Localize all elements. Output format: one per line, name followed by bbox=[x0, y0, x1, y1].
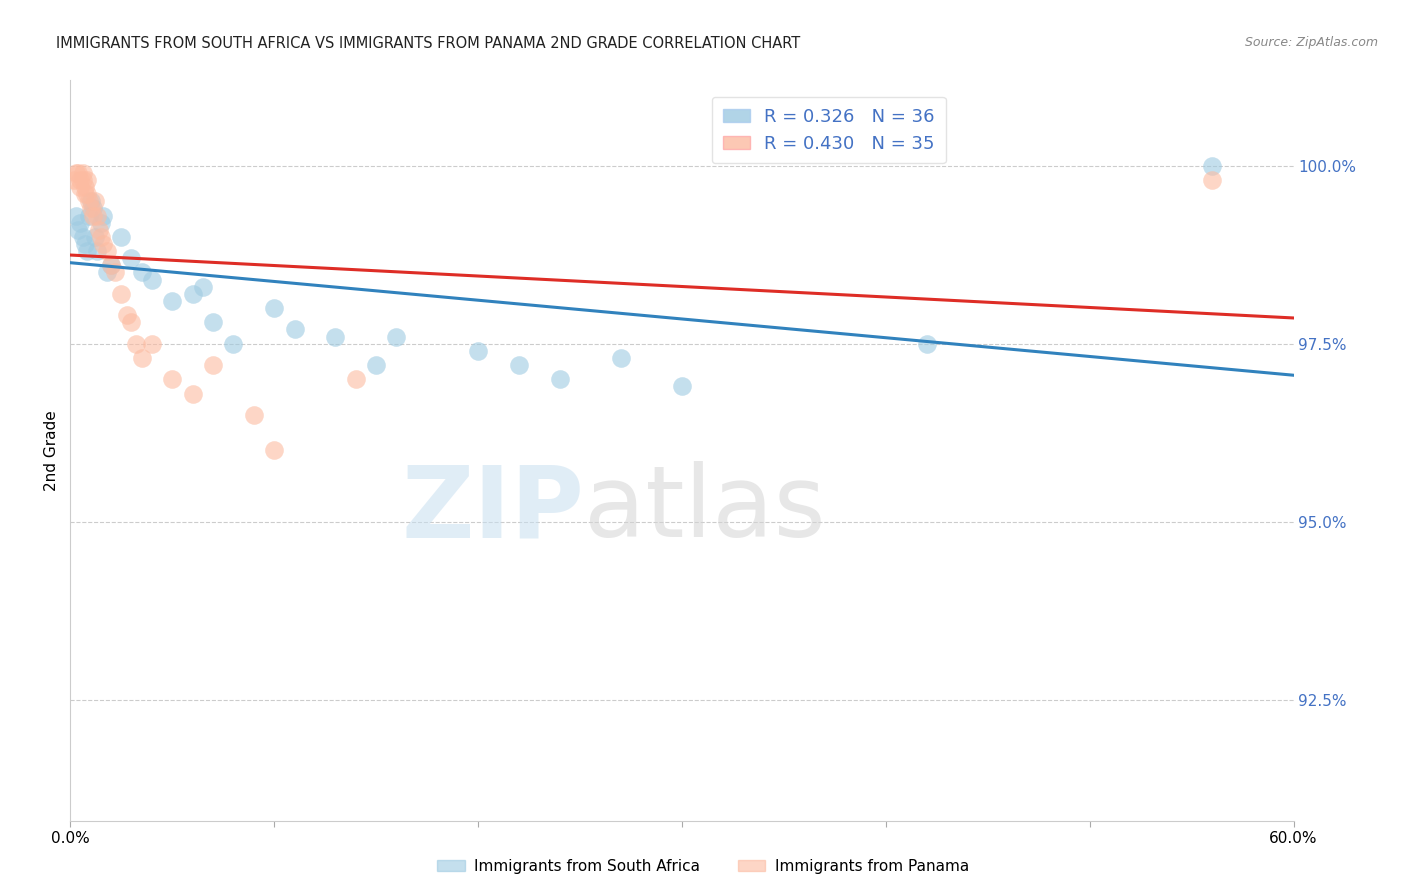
Point bbox=[67, 223, 90, 237]
Point bbox=[76, 244, 98, 259]
Point bbox=[284, 322, 307, 336]
Point bbox=[915, 336, 938, 351]
Point bbox=[110, 286, 132, 301]
Point bbox=[100, 258, 122, 272]
Point bbox=[69, 173, 91, 187]
Point bbox=[222, 336, 245, 351]
Point bbox=[385, 329, 408, 343]
Legend: Immigrants from South Africa, Immigrants from Panama: Immigrants from South Africa, Immigrants… bbox=[432, 853, 974, 880]
Point bbox=[117, 308, 139, 322]
Point bbox=[548, 372, 571, 386]
Point bbox=[72, 166, 94, 180]
Point bbox=[141, 272, 163, 286]
Point bbox=[73, 180, 96, 194]
Point bbox=[72, 230, 94, 244]
Point bbox=[90, 230, 112, 244]
Point bbox=[366, 358, 388, 372]
Point bbox=[191, 279, 214, 293]
Point bbox=[162, 372, 183, 386]
Point bbox=[131, 265, 153, 279]
Point bbox=[100, 258, 122, 272]
Point bbox=[91, 237, 114, 252]
Point bbox=[87, 223, 110, 237]
Point bbox=[110, 230, 132, 244]
Point bbox=[344, 372, 367, 386]
Point bbox=[508, 358, 530, 372]
Point bbox=[131, 351, 153, 365]
Point bbox=[69, 216, 91, 230]
Point bbox=[82, 202, 104, 216]
Point bbox=[121, 252, 143, 266]
Point bbox=[73, 237, 96, 252]
Point bbox=[202, 315, 225, 329]
Point bbox=[467, 343, 489, 358]
Point bbox=[243, 408, 266, 422]
Point bbox=[79, 194, 103, 209]
Text: ZIP: ZIP bbox=[401, 461, 583, 558]
Point bbox=[323, 329, 347, 343]
Point bbox=[96, 265, 118, 279]
Point bbox=[202, 358, 225, 372]
Point bbox=[104, 265, 127, 279]
Point bbox=[263, 301, 285, 315]
Point bbox=[73, 187, 96, 202]
Y-axis label: 2nd Grade: 2nd Grade bbox=[44, 410, 59, 491]
Point bbox=[610, 351, 633, 365]
Point bbox=[76, 173, 98, 187]
Point bbox=[181, 386, 204, 401]
Point bbox=[86, 209, 108, 223]
Point bbox=[1201, 159, 1223, 173]
Point bbox=[82, 209, 104, 223]
Point bbox=[90, 216, 112, 230]
Point bbox=[141, 336, 163, 351]
Point bbox=[65, 209, 87, 223]
Point bbox=[124, 336, 146, 351]
Point bbox=[91, 209, 114, 223]
Point bbox=[77, 194, 100, 209]
Point bbox=[96, 244, 118, 259]
Text: atlas: atlas bbox=[583, 461, 825, 558]
Point bbox=[72, 173, 94, 187]
Point bbox=[83, 194, 105, 209]
Point bbox=[69, 180, 91, 194]
Point bbox=[76, 187, 98, 202]
Text: IMMIGRANTS FROM SOUTH AFRICA VS IMMIGRANTS FROM PANAMA 2ND GRADE CORRELATION CHA: IMMIGRANTS FROM SOUTH AFRICA VS IMMIGRAN… bbox=[56, 36, 800, 51]
Point bbox=[63, 173, 86, 187]
Point bbox=[121, 315, 143, 329]
Point bbox=[162, 293, 183, 308]
Point bbox=[671, 379, 693, 393]
Point bbox=[83, 230, 105, 244]
Legend: R = 0.326   N = 36, R = 0.430   N = 35: R = 0.326 N = 36, R = 0.430 N = 35 bbox=[711, 96, 946, 163]
Point bbox=[181, 286, 204, 301]
Point bbox=[65, 166, 87, 180]
Point bbox=[67, 166, 90, 180]
Text: Source: ZipAtlas.com: Source: ZipAtlas.com bbox=[1244, 36, 1378, 49]
Point bbox=[77, 209, 100, 223]
Point bbox=[86, 244, 108, 259]
Point bbox=[263, 443, 285, 458]
Point bbox=[79, 202, 103, 216]
Point bbox=[1201, 173, 1223, 187]
